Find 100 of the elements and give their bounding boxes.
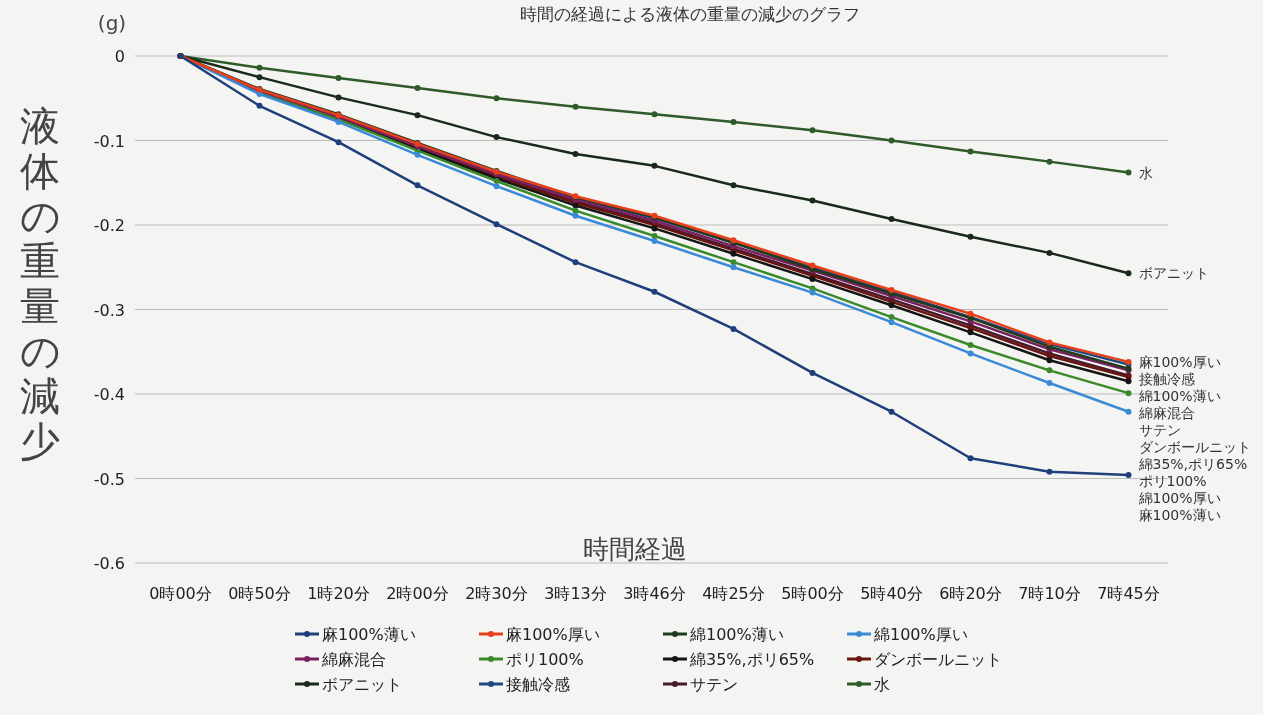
y-tick-label: -0.1 bbox=[93, 131, 125, 151]
point bbox=[1046, 249, 1053, 256]
text: サテン bbox=[1138, 421, 1181, 438]
text: 綿100%薄い bbox=[1138, 387, 1221, 404]
point bbox=[730, 264, 737, 271]
point bbox=[809, 369, 816, 376]
point bbox=[967, 350, 974, 357]
point bbox=[888, 408, 895, 415]
text: ダンボールニット bbox=[1138, 438, 1251, 455]
point bbox=[809, 276, 816, 283]
point bbox=[572, 103, 579, 110]
point bbox=[730, 182, 737, 189]
point bbox=[335, 139, 342, 146]
x-tick-label: 0時50分 bbox=[228, 584, 291, 603]
text: 接触冷感 bbox=[1138, 370, 1195, 387]
point bbox=[1046, 158, 1053, 165]
point bbox=[335, 94, 342, 101]
point bbox=[572, 212, 579, 219]
legend-label: 麻100%厚い bbox=[506, 625, 600, 644]
point bbox=[414, 182, 421, 189]
point bbox=[256, 74, 263, 81]
point bbox=[809, 289, 816, 296]
point bbox=[1125, 390, 1132, 397]
legend-label: サテン bbox=[690, 675, 738, 694]
point bbox=[730, 118, 737, 125]
point bbox=[1125, 472, 1132, 479]
point bbox=[414, 85, 421, 92]
point bbox=[414, 151, 421, 158]
point bbox=[572, 259, 579, 266]
point bbox=[967, 455, 974, 462]
point bbox=[651, 288, 658, 295]
text: (g) bbox=[97, 11, 127, 35]
y-axis-title: 液体の重量の減少 bbox=[19, 103, 61, 464]
point bbox=[651, 162, 658, 169]
point bbox=[651, 238, 658, 245]
y-tick-label: -0.3 bbox=[93, 300, 125, 320]
point bbox=[1046, 380, 1053, 387]
legend-label: 綿35%,ポリ65% bbox=[689, 650, 815, 669]
point bbox=[1046, 468, 1053, 475]
y-tick-label: -0.6 bbox=[93, 554, 125, 573]
point bbox=[967, 329, 974, 336]
point bbox=[888, 302, 895, 309]
text: 麻100%厚い bbox=[1138, 353, 1221, 370]
point bbox=[256, 64, 263, 71]
legend-label: 接触冷感 bbox=[506, 675, 570, 694]
y-tick-label: -0.5 bbox=[93, 469, 125, 489]
text: 綿35%,ポリ65% bbox=[1138, 455, 1248, 472]
point bbox=[256, 102, 263, 109]
text: 綿麻混合 bbox=[1138, 404, 1195, 421]
x-tick-label: 7時45分 bbox=[1097, 584, 1160, 603]
point bbox=[967, 310, 974, 317]
text: 綿100%厚い bbox=[1138, 489, 1221, 506]
text: ポリ100% bbox=[1138, 472, 1207, 489]
y-tick-label: 0 bbox=[114, 47, 125, 66]
point bbox=[730, 325, 737, 332]
point bbox=[809, 127, 816, 134]
x-tick-label: 2時30分 bbox=[465, 584, 528, 603]
y-tick-label: -0.2 bbox=[93, 216, 125, 235]
point bbox=[572, 151, 579, 158]
x-tick-label: 2時00分 bbox=[386, 584, 449, 603]
legend-label: ダンボールニット bbox=[874, 650, 1002, 669]
point bbox=[967, 341, 974, 348]
point bbox=[967, 233, 974, 240]
point bbox=[1125, 270, 1132, 277]
x-tick-label: 3時13分 bbox=[544, 584, 607, 603]
legend-label: 綿100%薄い bbox=[689, 625, 784, 644]
x-tick-label: 7時10分 bbox=[1018, 584, 1081, 603]
x-tick-label: 1時20分 bbox=[307, 584, 370, 603]
point bbox=[1125, 408, 1132, 415]
point bbox=[1046, 357, 1053, 364]
point bbox=[888, 216, 895, 223]
point bbox=[651, 111, 658, 118]
legend-label: 麻100%薄い bbox=[322, 625, 416, 644]
x-tick-label: 6時20分 bbox=[939, 584, 1002, 603]
legend-label: 綿麻混合 bbox=[321, 650, 386, 669]
point bbox=[335, 74, 342, 81]
legend-label: ボアニット bbox=[322, 675, 402, 694]
x-tick-label: 4時25分 bbox=[702, 584, 765, 603]
point bbox=[493, 221, 500, 228]
x-axis-title: 時間経過 bbox=[583, 534, 687, 564]
point bbox=[809, 197, 816, 204]
point bbox=[493, 95, 500, 102]
legend-label: ポリ100% bbox=[506, 650, 584, 669]
point bbox=[493, 134, 500, 141]
point bbox=[967, 148, 974, 155]
x-tick-label: 5時40分 bbox=[860, 584, 923, 603]
legend-label: 水 bbox=[874, 675, 890, 694]
x-tick-label: 5時00分 bbox=[781, 584, 844, 603]
point bbox=[1046, 367, 1053, 374]
point bbox=[1125, 169, 1132, 176]
legend-label: 綿100%厚い bbox=[873, 625, 968, 644]
x-tick-label: 3時46分 bbox=[623, 584, 686, 603]
x-tick-label: 0時00分 bbox=[149, 584, 212, 603]
point bbox=[1125, 378, 1132, 385]
text: 麻100%薄い bbox=[1138, 506, 1221, 523]
point bbox=[414, 112, 421, 119]
text: ボアニット bbox=[1138, 265, 1209, 282]
point bbox=[651, 225, 658, 232]
point bbox=[888, 319, 895, 326]
chart-title: 時間の経過による液体の重量の減少のグラフ bbox=[520, 4, 860, 24]
